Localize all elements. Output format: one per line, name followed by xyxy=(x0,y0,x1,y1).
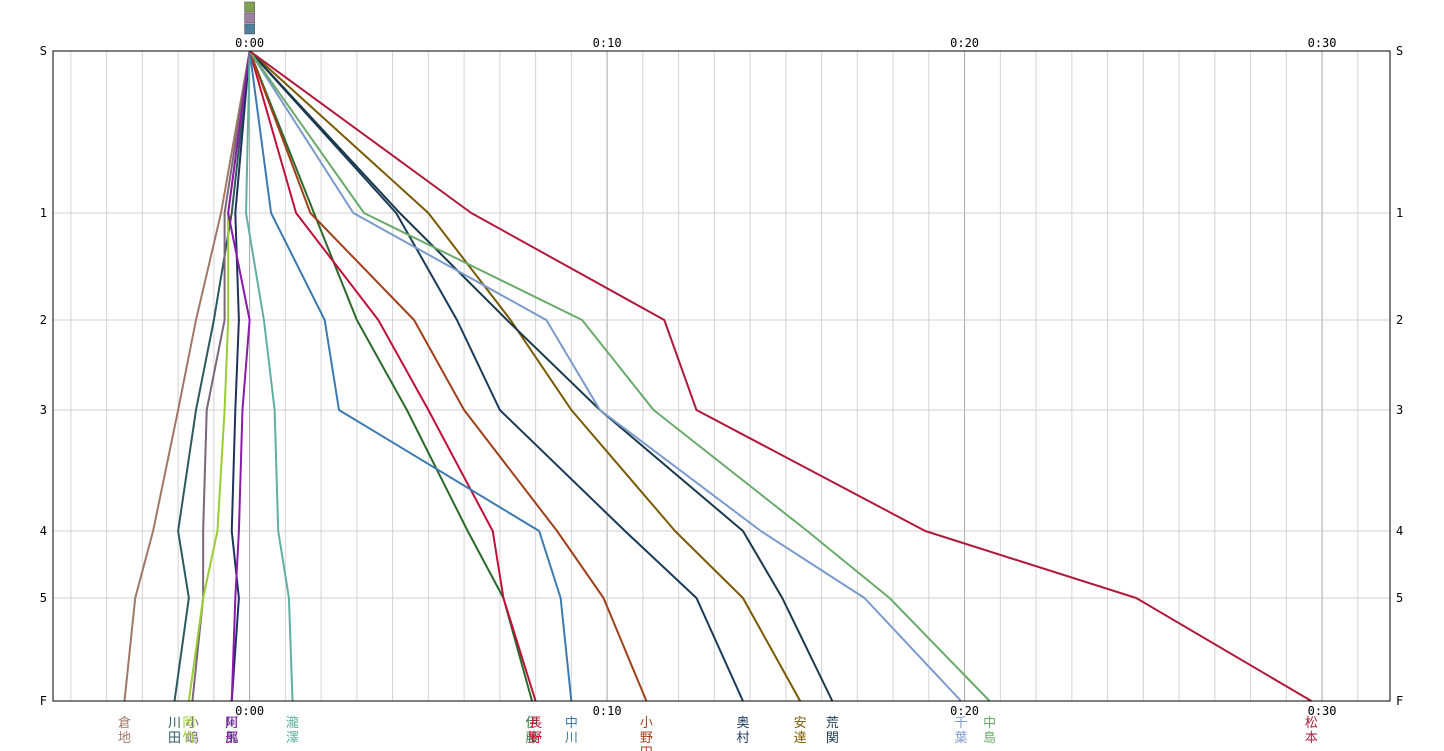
runner-label: 中川 xyxy=(565,716,578,746)
grid xyxy=(53,50,1390,702)
start-marker xyxy=(244,23,255,35)
runner-label: 奥村 xyxy=(736,716,749,746)
x-tick-label-bottom: 0:20 xyxy=(950,704,979,718)
series-line-川田 xyxy=(173,50,251,702)
x-tick-label-bottom: 0:10 xyxy=(593,704,622,718)
x-tick-label-top: 0:10 xyxy=(593,36,622,50)
runner-label: 川田 xyxy=(168,716,181,746)
y-tick-label-left: 4 xyxy=(40,524,47,538)
y-tick-label-right: 2 xyxy=(1396,313,1403,327)
y-tick-label-right: F xyxy=(1396,694,1403,708)
axes: 0:00 0:00 0:10 0:10 0:20 0:20 0:30 0:30 S S 1 1 2 2 3 3… xyxy=(40,36,1403,718)
runner-label: 千葉 xyxy=(955,716,968,746)
series-line-小野田 xyxy=(248,50,648,702)
series-line-千葉 xyxy=(248,50,962,702)
x-tick-label-bottom: 0:00 xyxy=(235,704,264,718)
y-tick-label-left: 1 xyxy=(40,206,47,220)
x-tick-label-top: 0:20 xyxy=(950,36,979,50)
runner-label: 松本 xyxy=(1305,716,1318,746)
series-line-奥村 xyxy=(248,50,744,702)
runner-label: 岡竹 xyxy=(182,716,195,746)
runner-label: 阿部 xyxy=(225,716,238,746)
plot-frame xyxy=(52,50,1391,702)
y-tick-label-left: 2 xyxy=(40,313,47,327)
runner-label: 小嶋 xyxy=(186,716,199,746)
series-line-川尻 xyxy=(230,50,251,702)
runner-label: 伊藤 xyxy=(526,716,539,746)
series-line-中島 xyxy=(248,50,991,702)
y-tick-label-left: 5 xyxy=(40,591,47,605)
y-tick-label-left: S xyxy=(40,44,47,58)
runner-label: 小野田 xyxy=(640,716,653,751)
series-lines xyxy=(123,50,1312,702)
runner-label: 安達 xyxy=(794,716,807,746)
series-line-瀧澤 xyxy=(245,50,294,702)
series-line-長野 xyxy=(248,50,537,702)
series-line-倉地 xyxy=(123,50,251,702)
y-tick-label-right: 4 xyxy=(1396,524,1403,538)
y-tick-label-right: 3 xyxy=(1396,403,1403,417)
runner-label: 中島 xyxy=(983,716,996,746)
series-line-松本 xyxy=(249,50,1312,702)
start-marker xyxy=(244,1,255,13)
series-line-安達 xyxy=(248,50,802,702)
runner-label: 瀧澤 xyxy=(286,716,299,746)
x-tick-label-top: 0:30 xyxy=(1308,36,1337,50)
x-tick-label-bottom: 0:30 xyxy=(1308,704,1337,718)
start-marker xyxy=(244,12,255,24)
runner-label: 川尻 xyxy=(225,716,238,746)
runner-label: 荒関 xyxy=(826,716,839,746)
x-tick-label-top: 0:00 xyxy=(235,36,264,50)
runner-label: 長野 xyxy=(529,716,542,746)
y-tick-label-right: 5 xyxy=(1396,591,1403,605)
series-line-阿部 xyxy=(227,50,251,702)
runner-label: 倉地 xyxy=(118,716,131,746)
series-line-伊藤 xyxy=(248,50,533,702)
y-tick-label-left: F xyxy=(40,694,47,708)
y-tick-label-right: S xyxy=(1396,44,1403,58)
y-tick-label-left: 3 xyxy=(40,403,47,417)
y-tick-label-right: 1 xyxy=(1396,206,1403,220)
series-line-中川 xyxy=(248,50,573,702)
